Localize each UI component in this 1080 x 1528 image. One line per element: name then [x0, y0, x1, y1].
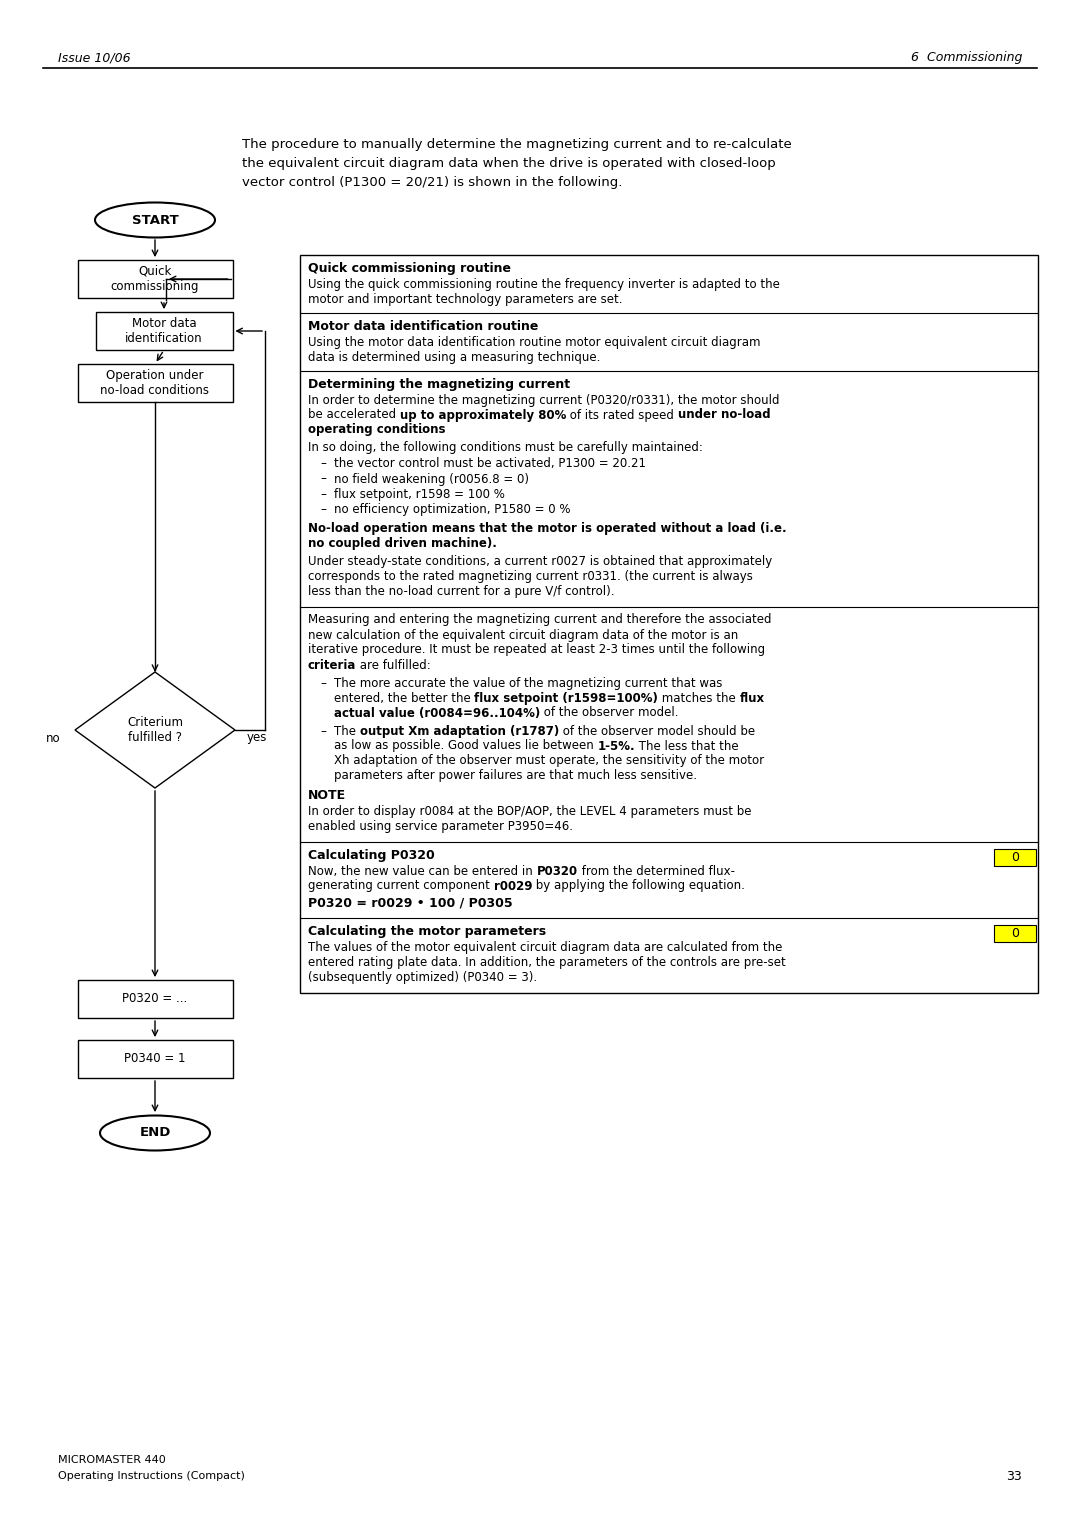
- Text: Quick commissioning routine: Quick commissioning routine: [308, 261, 511, 275]
- Text: START: START: [132, 214, 178, 226]
- Bar: [78, 1041, 232, 1077]
- Text: In order to display r0084 at the BOP/AOP, the LEVEL 4 parameters must be
enabled: In order to display r0084 at the BOP/AOP…: [308, 805, 752, 833]
- Text: Criterium
fulfilled ?: Criterium fulfilled ?: [127, 717, 183, 744]
- Text: 33: 33: [1007, 1470, 1022, 1482]
- Text: .: .: [420, 423, 423, 435]
- Text: Measuring and entering the magnetizing current and therefore the associated
new : Measuring and entering the magnetizing c…: [308, 614, 771, 657]
- Text: generating current component: generating current component: [308, 880, 494, 892]
- Bar: [78, 364, 232, 402]
- Text: as low as possible. Good values lie between: as low as possible. Good values lie betw…: [334, 740, 597, 752]
- Text: no efficiency optimization, P1580 = 0 %: no efficiency optimization, P1580 = 0 %: [334, 504, 570, 516]
- Text: up to approximately 80%: up to approximately 80%: [400, 408, 566, 422]
- Text: the vector control must be activated, P1300 = 20.21: the vector control must be activated, P1…: [334, 457, 646, 471]
- Text: The more accurate the value of the magnetizing current that was: The more accurate the value of the magne…: [334, 677, 723, 691]
- Bar: [78, 979, 232, 1018]
- Text: entered, the better the: entered, the better the: [334, 692, 474, 704]
- Text: Now, the new value can be entered in: Now, the new value can be entered in: [308, 865, 537, 879]
- Text: no: no: [45, 732, 60, 744]
- Text: P0320 = r0029 • 100 / P0305: P0320 = r0029 • 100 / P0305: [308, 895, 513, 909]
- Text: parameters after power failures are that much less sensitive.: parameters after power failures are that…: [334, 769, 697, 781]
- Text: Using the motor data identification routine motor equivalent circuit diagram
dat: Using the motor data identification rout…: [308, 336, 760, 364]
- Bar: [994, 924, 1036, 941]
- Text: P0340 = 1: P0340 = 1: [124, 1053, 186, 1065]
- Text: P0320 = ...: P0320 = ...: [122, 993, 188, 1005]
- Text: no field weakening (r0056.8 = 0): no field weakening (r0056.8 = 0): [334, 472, 529, 486]
- Text: Calculating the motor parameters: Calculating the motor parameters: [308, 924, 546, 938]
- Text: The less that the: The less that the: [635, 740, 739, 752]
- Text: operating conditions: operating conditions: [308, 423, 446, 435]
- Text: are fulfilled:: are fulfilled:: [356, 659, 431, 672]
- Text: under no-load: under no-load: [678, 408, 770, 422]
- Text: flux setpoint (r1598=100%): flux setpoint (r1598=100%): [474, 692, 659, 704]
- Bar: [994, 850, 1036, 866]
- Text: by applying the following equation.: by applying the following equation.: [532, 880, 745, 892]
- Text: output Xm adaptation (r1787): output Xm adaptation (r1787): [360, 724, 559, 738]
- Text: yes: yes: [247, 732, 267, 744]
- Text: –: –: [320, 504, 326, 516]
- Text: The: The: [334, 724, 360, 738]
- Bar: [78, 260, 232, 298]
- Text: from the determined flux-: from the determined flux-: [578, 865, 734, 879]
- Text: Operation under
no-load conditions: Operation under no-load conditions: [100, 368, 210, 397]
- Text: Issue 10/06: Issue 10/06: [58, 52, 131, 64]
- Text: Operating Instructions (Compact): Operating Instructions (Compact): [58, 1471, 245, 1481]
- Text: NOTE: NOTE: [308, 788, 346, 802]
- Text: –: –: [320, 472, 326, 486]
- Text: 0: 0: [1011, 927, 1020, 940]
- Text: r0029: r0029: [494, 880, 532, 892]
- Text: The values of the motor equivalent circuit diagram data are calculated from the
: The values of the motor equivalent circu…: [308, 941, 786, 984]
- Text: Using the quick commissioning routine the frequency inverter is adapted to the
m: Using the quick commissioning routine th…: [308, 278, 780, 306]
- Text: criteria: criteria: [308, 659, 356, 672]
- Text: In order to determine the magnetizing current (P0320/r0331), the motor should: In order to determine the magnetizing cu…: [308, 394, 780, 406]
- Text: –: –: [320, 487, 326, 501]
- Bar: [95, 312, 232, 350]
- Bar: [300, 255, 1038, 993]
- Text: –: –: [320, 677, 326, 691]
- Text: –: –: [320, 724, 326, 738]
- Text: Determining the magnetizing current: Determining the magnetizing current: [308, 377, 570, 391]
- Text: No-load operation means that the motor is operated without a load (i.e.: No-load operation means that the motor i…: [308, 523, 786, 535]
- Text: Quick
commissioning: Quick commissioning: [111, 264, 199, 293]
- Text: vector control (P1300 = 20/21) is shown in the following.: vector control (P1300 = 20/21) is shown …: [242, 176, 622, 189]
- Text: Xh adaptation of the observer must operate, the sensitivity of the motor: Xh adaptation of the observer must opera…: [334, 753, 765, 767]
- Text: END: END: [139, 1126, 171, 1140]
- Text: of the observer model.: of the observer model.: [540, 706, 678, 720]
- Text: of the observer model should be: of the observer model should be: [559, 724, 755, 738]
- Text: 1-5%.: 1-5%.: [597, 740, 635, 752]
- Text: 6  Commissioning: 6 Commissioning: [910, 52, 1022, 64]
- Text: flux: flux: [740, 692, 765, 704]
- Text: 0: 0: [1011, 851, 1020, 863]
- Text: Motor data
identification: Motor data identification: [125, 316, 203, 345]
- Text: P0320: P0320: [537, 865, 578, 879]
- Text: MICROMASTER 440: MICROMASTER 440: [58, 1455, 165, 1465]
- Text: In so doing, the following conditions must be carefully maintained:: In so doing, the following conditions mu…: [308, 440, 703, 454]
- Text: no coupled driven machine).: no coupled driven machine).: [308, 536, 497, 550]
- Text: of its rated speed: of its rated speed: [566, 408, 678, 422]
- Text: Under steady-state conditions, a current r0027 is obtained that approximately
co: Under steady-state conditions, a current…: [308, 555, 772, 597]
- Text: –: –: [320, 457, 326, 471]
- Text: be accelerated: be accelerated: [308, 408, 400, 422]
- Text: Calculating P0320: Calculating P0320: [308, 850, 435, 862]
- Text: The procedure to manually determine the magnetizing current and to re-calculate: The procedure to manually determine the …: [242, 138, 792, 151]
- Text: matches the: matches the: [659, 692, 740, 704]
- Text: actual value (r0084=96..104%): actual value (r0084=96..104%): [334, 706, 540, 720]
- Text: flux setpoint, r1598 = 100 %: flux setpoint, r1598 = 100 %: [334, 487, 504, 501]
- Text: the equivalent circuit diagram data when the drive is operated with closed-loop: the equivalent circuit diagram data when…: [242, 157, 775, 170]
- Text: Motor data identification routine: Motor data identification routine: [308, 319, 538, 333]
